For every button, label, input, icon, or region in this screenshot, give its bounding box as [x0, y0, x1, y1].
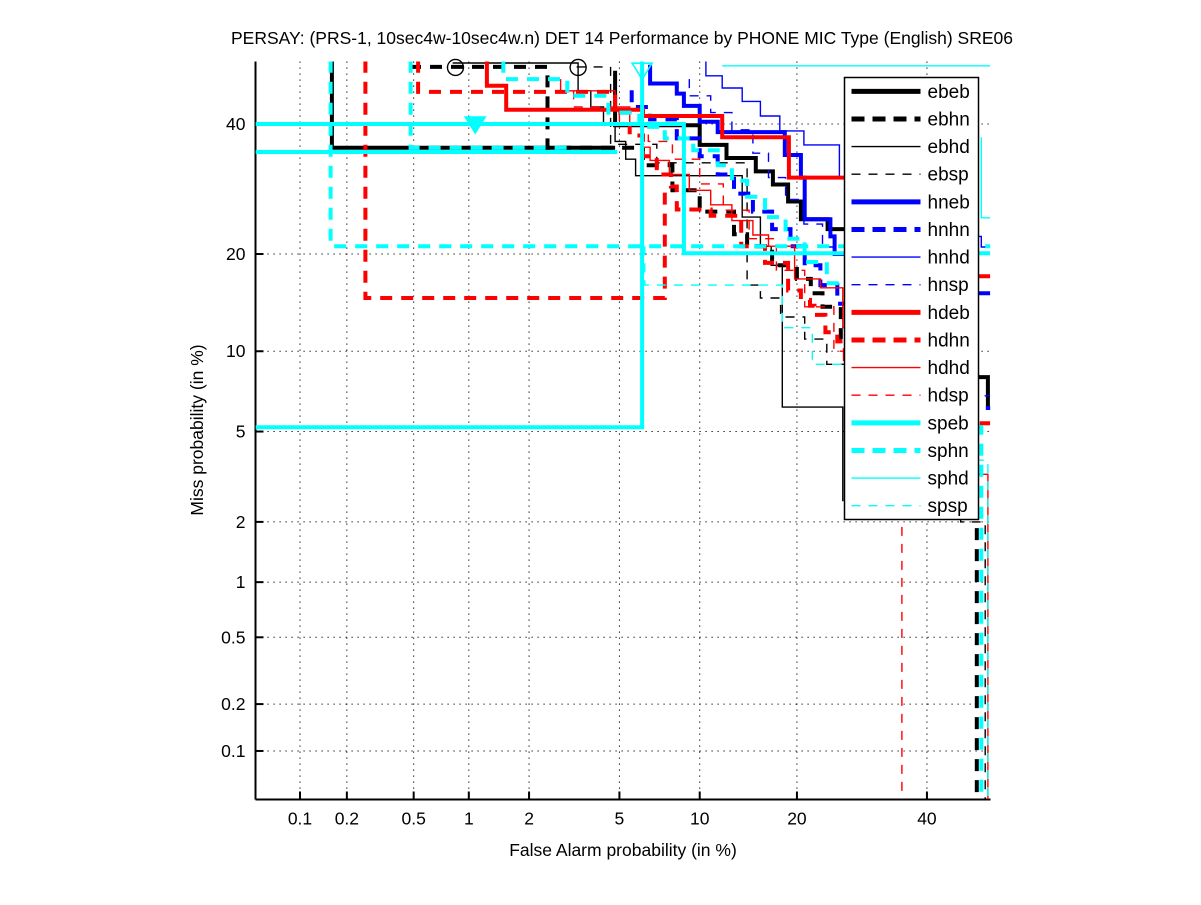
legend-label-hdhn: hdhn	[928, 330, 970, 351]
curve-segment-sphn	[501, 61, 984, 800]
legend-label-hneb: hneb	[928, 192, 970, 213]
y-tick-label-0.5: 0.5	[221, 627, 245, 647]
x-tick-label-5: 5	[615, 809, 625, 829]
curve-sphd	[722, 65, 991, 219]
legend-label-hnhd: hnhd	[928, 248, 970, 269]
y-tick-label-1: 1	[236, 572, 246, 592]
legend-item-ebsp: ebsp	[851, 165, 969, 186]
legend-item-ebeb: ebeb	[851, 82, 970, 103]
legend-label-hnsp: hnsp	[928, 275, 969, 296]
legend-item-sphd: sphd	[851, 469, 969, 490]
legend-label-hdhd: hdhd	[928, 358, 970, 379]
legend-label-ebhn: ebhn	[928, 109, 970, 130]
x-tick-label-0.1: 0.1	[288, 809, 312, 829]
x-tick-label-1: 1	[464, 809, 474, 829]
legend-label-hdeb: hdeb	[928, 303, 970, 324]
x-axis-label: False Alarm probability (in %)	[509, 840, 737, 860]
x-tick-label-10: 10	[690, 809, 710, 829]
y-tick-label-0.1: 0.1	[221, 741, 245, 761]
curve-markers	[446, 58, 654, 135]
y-tick-label-2: 2	[236, 512, 246, 532]
curve-segment-hneb	[648, 64, 991, 296]
x-tick-label-20: 20	[787, 809, 807, 829]
legend-item-hnsp: hnsp	[851, 275, 969, 296]
y-tick-label-0.2: 0.2	[221, 694, 245, 714]
y-tick-label-5: 5	[236, 422, 246, 442]
legend-label-sphn: sphn	[928, 441, 969, 462]
marker-triangle-speb	[463, 116, 487, 135]
legend-label-ebsp: ebsp	[928, 165, 969, 186]
curve-segment-hdhn	[363, 61, 667, 300]
legend-item-spsp: spsp	[851, 496, 968, 517]
legend-label-hnhn: hnhn	[928, 220, 970, 241]
legend-item-speb: speb	[851, 413, 969, 434]
y-tick-label-10: 10	[226, 341, 246, 361]
legend-item-hdhn: hdhn	[851, 330, 970, 351]
legend-item-hdhd: hdhd	[851, 358, 970, 379]
axes: 0.1 0.2 0.5 1 2 5 10 20 40 0.1 0.2 0.5 1 2 5 10 20 40	[221, 61, 991, 829]
curve-hnhn	[629, 90, 991, 410]
marker-circle-ebhd	[446, 58, 465, 77]
x-tick-label-0.2: 0.2	[335, 809, 359, 829]
legend-label-sphd: sphd	[928, 469, 969, 490]
legend-item-ebhd: ebhd	[851, 137, 970, 158]
y-tick-label-20: 20	[226, 244, 246, 264]
x-tick-label-0.5: 0.5	[402, 809, 426, 829]
legend-item-ebhn: ebhn	[851, 109, 970, 130]
legend-label-speb: speb	[928, 413, 969, 434]
curve-segment-sphd	[980, 137, 991, 219]
curve-segment-sphn	[408, 61, 574, 150]
marker-circle-ebhd	[569, 58, 587, 77]
legend-label-hdsp: hdsp	[928, 386, 969, 407]
y-tick-label-40: 40	[226, 114, 246, 134]
legend-item-hdeb: hdeb	[851, 303, 970, 324]
chart-title: PERSAY: (PRS-1, 10sec4w-10sec4w.n) DET 1…	[231, 28, 1013, 48]
legend-box: ebeb ebhn ebhd ebsp hneb hnhn hnhd hnsp hdeb hdhn…	[843, 76, 980, 521]
legend-item-hneb: hneb	[851, 192, 970, 213]
y-axis-label: Miss probability (in %)	[187, 344, 207, 515]
x-tick-label-40: 40	[917, 809, 937, 829]
legend-label-ebhd: ebhd	[928, 137, 970, 158]
legend-label-spsp: spsp	[928, 496, 968, 517]
legend-frame	[843, 76, 980, 521]
curve-ebhd	[452, 62, 844, 502]
marker-triangle-speb	[630, 62, 654, 81]
curve-segment-hnhn	[629, 90, 991, 410]
legend-item-hnhn: hnhn	[851, 220, 970, 241]
legend-label-ebeb: ebeb	[928, 82, 970, 103]
curve-sphn	[328, 61, 991, 800]
x-tick-label-2: 2	[524, 809, 534, 829]
curve-segment-speb	[255, 61, 645, 430]
curve-hneb	[648, 64, 991, 296]
legend-item-hdsp: hdsp	[851, 386, 969, 407]
legend-item-sphn: sphn	[851, 441, 969, 462]
legend-item-hnhd: hnhd	[851, 248, 970, 269]
curve-segment-ebhd	[452, 62, 844, 502]
